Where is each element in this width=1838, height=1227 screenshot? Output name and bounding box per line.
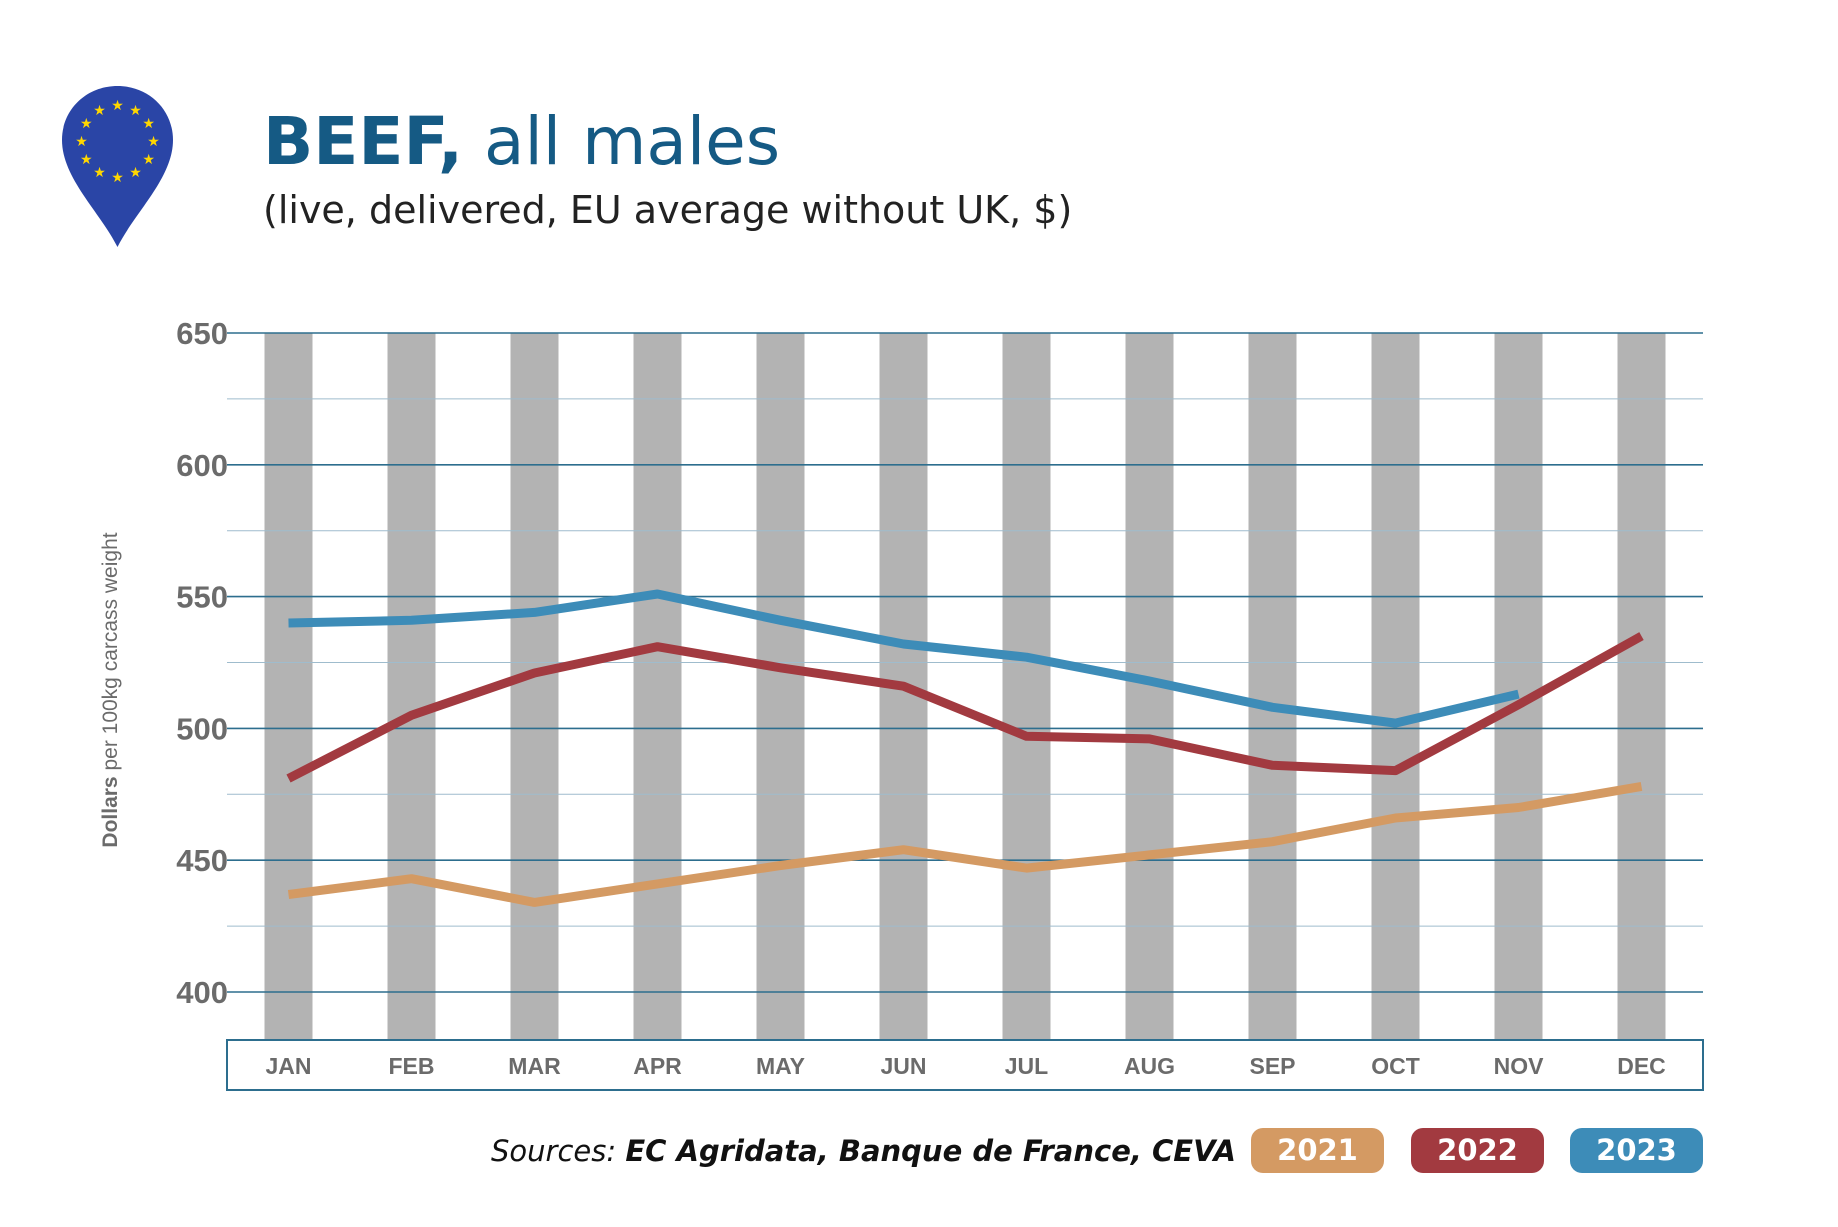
month-bar-nov	[1494, 333, 1543, 1040]
y-tick-label: 600	[176, 448, 228, 483]
month-bar-jan	[264, 333, 313, 1040]
y-tick-label: 450	[176, 843, 228, 878]
month-bar-oct	[1371, 333, 1420, 1040]
eu-star-icon: ★	[80, 152, 93, 168]
series-line-2021	[287, 781, 1643, 907]
x-tick-label-feb: FEB	[389, 1053, 435, 1079]
eu-star-icon: ★	[142, 152, 155, 168]
eu-star-icon: ★	[93, 165, 106, 181]
x-tick-label-jun: JUN	[880, 1053, 926, 1079]
y-tick-labels: 400 450 500 550 600 650	[176, 316, 228, 1010]
month-bar-may	[756, 333, 805, 1040]
map-pin-shape	[62, 86, 173, 247]
eu-flag-map-pin-icon: ★ ★★★★★★★★★★★	[62, 86, 173, 247]
sources-note: Sources: EC Agridata, Banque de France, …	[491, 1134, 1236, 1168]
x-tick-label-nov: NOV	[1494, 1053, 1545, 1079]
x-tick-labels: JAN FEB MAR APR MAY JUN JUL AUG SEP OCT NOV DEC	[265, 1053, 1665, 1079]
x-tick-label-mar: MAR	[508, 1053, 561, 1079]
x-tick-label-jan: JAN	[265, 1053, 311, 1079]
legend-item-2023: 2023	[1570, 1128, 1703, 1173]
x-tick-label-may: MAY	[756, 1053, 805, 1079]
y-tick-label: 550	[176, 580, 228, 615]
y-axis-label-bold: Dollars	[99, 776, 122, 847]
month-bars	[264, 333, 1666, 1040]
title-block: BEEF, all males (live, delivered, EU ave…	[263, 100, 1072, 234]
eu-stars: ★ ★★★★★★★★★★★	[75, 98, 160, 186]
sources-list: EC Agridata, Banque de France, CEVA	[625, 1134, 1236, 1168]
x-axis-box	[226, 1039, 1704, 1091]
legend-item-2022: 2022	[1411, 1128, 1544, 1173]
x-tick-label-aug: AUG	[1124, 1053, 1175, 1079]
chart-title-bold: BEEF,	[263, 103, 464, 180]
eu-star-icon: ★	[93, 103, 106, 119]
y-tick-label: 500	[176, 711, 228, 746]
x-tick-label-sep: SEP	[1249, 1053, 1295, 1079]
month-bar-sep	[1248, 333, 1297, 1040]
eu-star-icon: ★	[75, 134, 88, 150]
chart-title-rest: all males	[463, 103, 781, 180]
y-axis-label-rest: per 100kg carcass weight	[99, 532, 122, 776]
y-tick-label: 400	[176, 975, 228, 1010]
series-line-2023	[288, 589, 1520, 728]
series-lines	[286, 589, 1644, 907]
chart-title: BEEF, all males	[263, 100, 1072, 184]
legend-item-2021: 2021	[1251, 1128, 1384, 1173]
eu-star-icon: ★	[129, 103, 142, 119]
eu-star-icon: ★	[111, 98, 124, 114]
month-bar-apr	[633, 333, 682, 1040]
series-line-2022	[286, 632, 1644, 783]
footer: Sources: EC Agridata, Banque de France, …	[0, 1128, 1838, 1178]
eu-star-icon: ★	[111, 170, 124, 186]
eu-star-icon: ★	[129, 165, 142, 181]
y-axis-label: Dollars per 100kg carcass weight	[99, 532, 122, 847]
chart-subtitle: (live, delivered, EU average without UK,…	[263, 188, 1073, 232]
month-bar-jul	[1002, 333, 1051, 1040]
x-tick-label-jul: JUL	[1005, 1053, 1048, 1079]
month-bar-mar	[510, 333, 559, 1040]
y-tick-label: 650	[176, 316, 228, 351]
month-bar-feb	[387, 333, 436, 1040]
x-tick-label-dec: DEC	[1617, 1053, 1666, 1079]
eu-star-icon: ★	[147, 134, 160, 150]
month-bar-dec	[1617, 333, 1666, 1040]
x-tick-label-apr: APR	[633, 1053, 682, 1079]
x-tick-label-oct: OCT	[1371, 1053, 1420, 1079]
eu-star-icon: ★	[80, 116, 93, 132]
gridlines	[227, 332, 1703, 993]
sources-label: Sources:	[491, 1134, 626, 1168]
eu-star-icon: ★	[142, 116, 155, 132]
